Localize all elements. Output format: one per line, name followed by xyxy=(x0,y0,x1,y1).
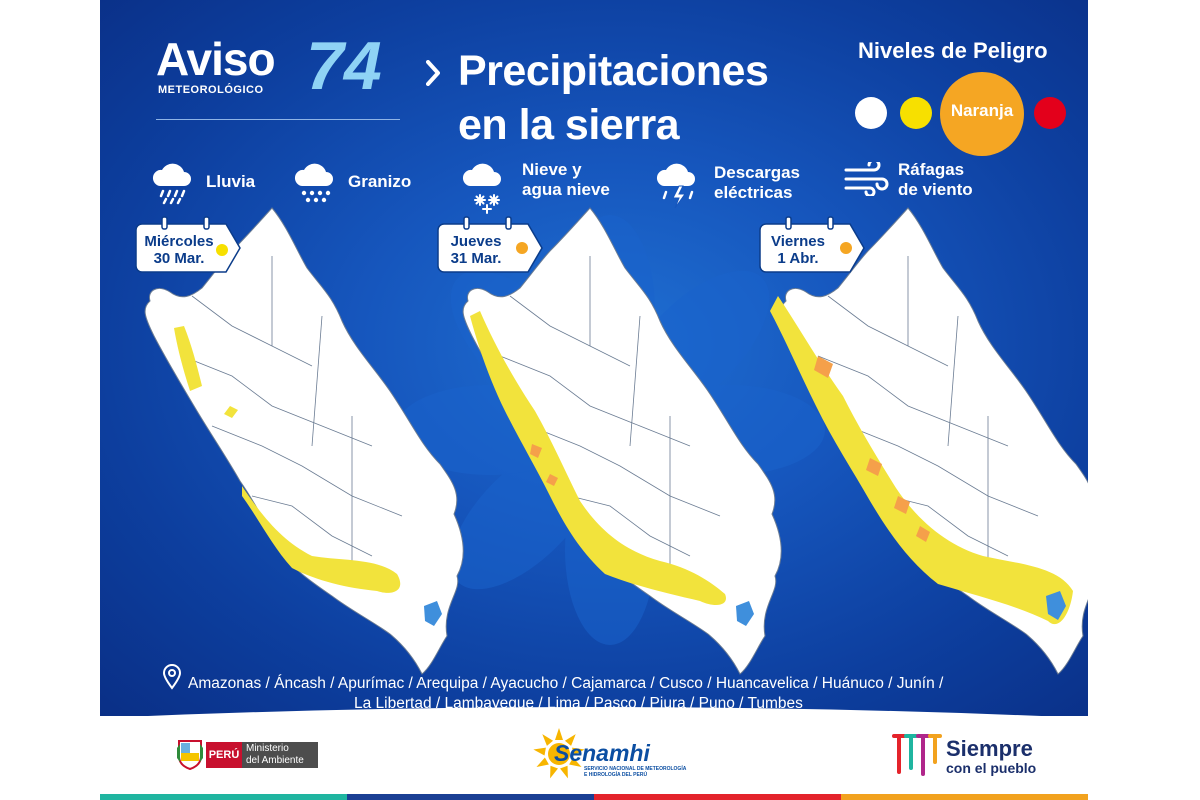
level-yellow-dot xyxy=(900,97,932,129)
senamhi-sun-icon xyxy=(533,728,585,779)
date-day-3-weekday: Viernes xyxy=(771,233,825,250)
blue-background: Aviso METEOROLÓGICO 74 Precipitaciones e… xyxy=(100,0,1088,716)
map-day-2 xyxy=(462,207,782,675)
title-line-2: en la sierra xyxy=(458,101,680,149)
title-arrow-icon xyxy=(426,60,440,86)
stripe-segment xyxy=(100,794,347,800)
legend-rafagas-line-2: de viento xyxy=(898,180,973,199)
legend-rafagas-line-1: Ráfagas xyxy=(898,160,965,179)
rain-cloud-icon xyxy=(152,163,191,205)
regions-line-1: Amazonas / Áncash / Apurímac / Arequipa … xyxy=(188,675,944,692)
date-box-day-2 xyxy=(437,216,543,273)
date-day-1-weekday: Miércoles xyxy=(144,233,214,250)
stripe-segment xyxy=(347,794,594,800)
date-day-3-date: 1 Abr. xyxy=(777,250,819,267)
level-white-dot xyxy=(855,97,887,129)
map-day-3 xyxy=(770,207,1088,675)
legend-nieve-line-1: Nieve y xyxy=(522,160,582,179)
map-day-1 xyxy=(144,207,464,675)
date-day-1-date: 30 Mar. xyxy=(153,250,205,267)
footer-color-stripe xyxy=(100,794,1088,800)
ministry-line-1: Ministerio xyxy=(246,743,289,754)
ministry-line-2: del Ambiente xyxy=(246,755,304,766)
legend-lluvia-label: Lluvia xyxy=(206,172,256,191)
poster: Aviso METEOROLÓGICO 74 Precipitaciones e… xyxy=(100,0,1088,800)
senamhi-sub-1: SERVICIO NACIONAL DE METEOROLOGÍA xyxy=(584,766,687,772)
level-orange-dot xyxy=(940,72,1024,156)
siempre-logo-icon xyxy=(892,734,942,776)
legend-nieve-line-2: agua nieve xyxy=(522,180,610,199)
footer: PERÚ Ministerio del Ambiente Senamhi SER… xyxy=(100,716,1088,800)
aviso-divider xyxy=(156,119,400,120)
snow-cloud-icon xyxy=(462,163,501,214)
level-orange-label: Naranja xyxy=(950,101,1014,120)
senamhi-name: Senamhi xyxy=(554,740,650,766)
peru-badge: PERÚ xyxy=(206,742,242,768)
aviso-word: Aviso xyxy=(156,33,276,85)
legend-granizo-label: Granizo xyxy=(348,172,412,191)
date-box-day-3 xyxy=(759,216,865,273)
wind-icon xyxy=(844,162,889,196)
siempre-line-2: con el pueblo xyxy=(946,760,1037,776)
danger-levels-title: Niveles de Peligro xyxy=(858,38,1048,63)
location-pin-icon xyxy=(162,664,182,690)
stripe-segment xyxy=(594,794,841,800)
legend-descargas-line-1: Descargas xyxy=(714,163,801,182)
peru-coat-of-arms-icon xyxy=(177,740,203,770)
title-line-1: Precipitaciones xyxy=(458,47,769,95)
siempre-line-1: Siempre xyxy=(946,736,1033,761)
legend-descargas-line-2: eléctricas xyxy=(714,183,793,202)
peru-label: PERÚ xyxy=(208,749,240,761)
aviso-subtitle: METEOROLÓGICO xyxy=(158,84,264,96)
ministry-badge: Ministerio del Ambiente xyxy=(242,742,318,768)
lightning-cloud-icon xyxy=(656,163,695,209)
aviso-number: 74 xyxy=(306,28,382,104)
maps-area xyxy=(144,207,1088,675)
level-red-dot xyxy=(1034,97,1066,129)
date-day-2-date: 31 Mar. xyxy=(450,250,502,267)
date-day-2-weekday: Jueves xyxy=(450,233,502,250)
date-box-day-1 xyxy=(135,216,241,273)
stripe-segment xyxy=(841,794,1088,800)
senamhi-sub-2: E HIDROLOGÍA DEL PERÚ xyxy=(584,772,648,778)
hail-cloud-icon xyxy=(294,163,333,203)
